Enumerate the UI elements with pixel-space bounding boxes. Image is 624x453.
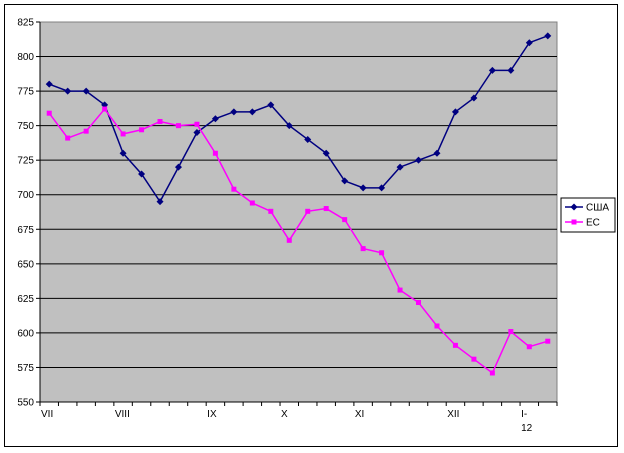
y-tick-label: 625: [17, 294, 34, 305]
legend-marker-eu: [571, 219, 577, 225]
y-tick-labels: 550 575 600 625 650 675 700 725 750 775 800 825: [17, 18, 40, 409]
data-point: [45, 80, 53, 88]
y-tick-label: 775: [17, 87, 34, 98]
data-point: [434, 323, 440, 329]
data-point: [545, 338, 551, 344]
data-point: [65, 135, 71, 141]
data-point: [471, 356, 477, 362]
data-point: [396, 163, 404, 171]
data-point: [248, 108, 256, 116]
series: [45, 32, 552, 376]
y-tick-label: 650: [17, 259, 34, 270]
data-point: [525, 39, 533, 47]
data-point: [452, 342, 458, 348]
series-1: [46, 106, 551, 376]
data-point: [82, 87, 90, 95]
y-tick-label: 675: [17, 225, 34, 236]
data-point: [416, 300, 422, 306]
y-tick-label: 800: [17, 52, 34, 63]
data-point: [286, 237, 292, 243]
data-point: [342, 217, 348, 223]
x-tick-sublabel: 12: [521, 423, 533, 434]
y-tick-label: 600: [17, 328, 34, 339]
data-point: [433, 149, 441, 157]
data-point: [211, 115, 219, 123]
data-point: [194, 121, 200, 127]
data-point: [285, 122, 293, 130]
x-tick-label: I-: [521, 409, 527, 420]
data-point: [305, 208, 311, 214]
data-point: [323, 206, 329, 212]
data-point: [193, 129, 201, 137]
x-tick-label: VII: [41, 409, 53, 420]
legend: США ЕС: [560, 197, 616, 233]
data-point: [46, 110, 52, 116]
chart-frame: 550 575 600 625 650 675 700 725 750 775 800 825 VII…: [4, 4, 618, 447]
data-point: [451, 108, 459, 116]
legend-label-usa: США: [586, 203, 609, 214]
data-point: [397, 287, 403, 293]
data-point: [120, 131, 126, 137]
x-tick-label: VIII: [115, 409, 130, 420]
data-point: [526, 344, 532, 350]
data-point: [322, 149, 330, 157]
data-point: [268, 208, 274, 214]
data-point: [119, 149, 127, 157]
x-tick-label: IX: [207, 409, 217, 420]
data-point: [544, 32, 552, 40]
data-point: [267, 101, 275, 109]
y-tick-label: 575: [17, 363, 34, 374]
series-0: [45, 32, 552, 206]
y-tick-label: 725: [17, 156, 34, 167]
data-point: [507, 66, 515, 74]
series-line: [48, 35, 549, 204]
y-tick-label: 825: [17, 18, 34, 29]
data-point: [470, 94, 478, 102]
data-point: [138, 170, 146, 178]
data-point: [508, 329, 514, 335]
data-point: [64, 87, 72, 95]
data-point: [379, 250, 385, 256]
data-point: [139, 127, 145, 133]
x-tick-labels: VII VIII IX X XI XII I- 12: [39, 402, 558, 434]
data-point: [156, 198, 164, 206]
data-point: [157, 118, 163, 124]
data-point: [212, 150, 218, 156]
data-point: [359, 184, 367, 192]
data-point: [341, 177, 349, 185]
data-point: [249, 200, 255, 206]
data-point: [83, 128, 89, 134]
data-point: [231, 186, 237, 192]
legend-marker-usa: [570, 203, 578, 211]
x-tick-label: XII: [447, 409, 459, 420]
x-tick-label: XI: [355, 409, 364, 420]
line-chart: 550 575 600 625 650 675 700 725 750 775 800 825 VII…: [17, 18, 616, 434]
data-point: [360, 246, 366, 252]
data-point: [489, 370, 495, 376]
y-tick-label: 550: [17, 398, 34, 409]
y-tick-label: 750: [17, 121, 34, 132]
legend-box: [560, 197, 616, 233]
data-point: [102, 106, 108, 112]
grid-lines: [40, 56, 557, 368]
data-point: [174, 163, 182, 171]
plot-area: [39, 21, 558, 403]
legend-label-eu: ЕС: [586, 218, 600, 229]
data-point: [415, 156, 423, 164]
data-point: [378, 184, 386, 192]
data-point: [230, 108, 238, 116]
y-tick-label: 700: [17, 190, 34, 201]
data-point: [488, 66, 496, 74]
data-point: [304, 135, 312, 143]
x-tick-label: X: [281, 409, 288, 420]
series-line: [48, 107, 548, 375]
data-point: [175, 123, 181, 129]
